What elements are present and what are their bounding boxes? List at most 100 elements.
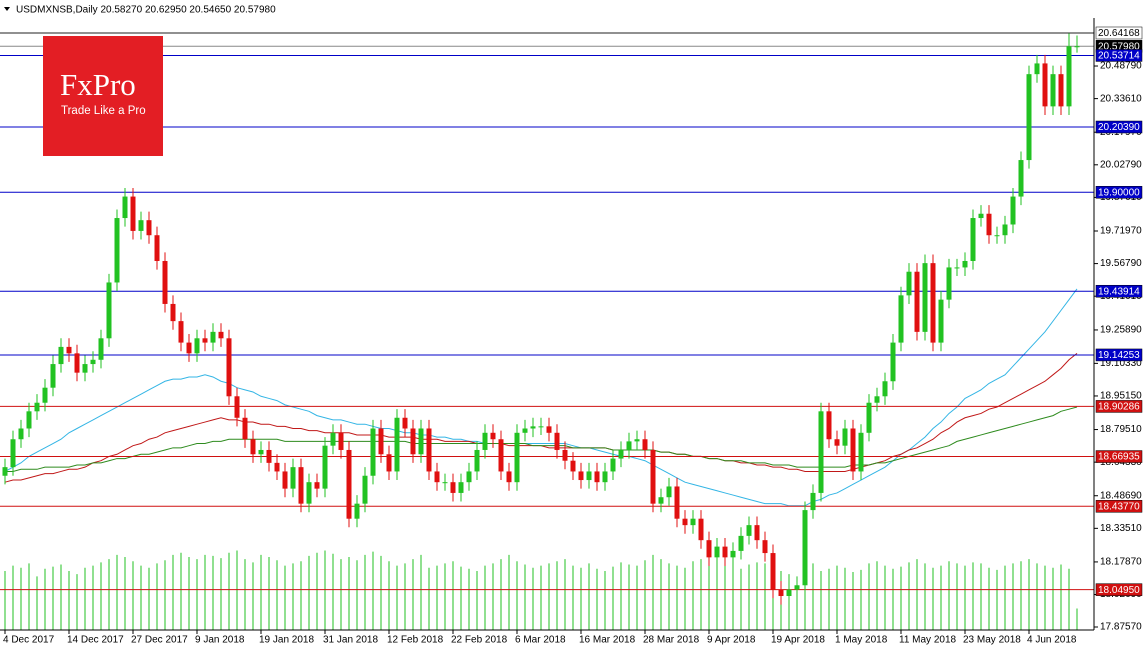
candle-body [450,482,456,493]
candle-body [258,449,264,455]
candle-body [850,428,856,472]
x-tick-label: 6 Mar 2018 [515,635,566,646]
candle-body [1002,224,1008,236]
candle-body [634,439,640,442]
candle-body [402,417,408,429]
candle-body [458,482,464,493]
candle-body [538,426,544,428]
moving-average [5,406,1078,472]
candle-body [82,364,88,373]
candle-body [530,426,536,429]
candle-body [674,486,680,519]
candle-body [698,518,704,541]
candle-body [2,467,8,476]
candle-body [922,263,928,332]
candle-body [730,550,736,558]
candle-body [802,510,808,586]
candle-body [42,387,48,403]
candle-body [194,338,200,354]
candle-body [1026,74,1032,161]
candle-body [266,449,272,463]
candle-body [50,364,56,388]
x-tick-label: 12 Feb 2018 [387,635,444,646]
candle-body [658,497,664,504]
candle-body [234,396,240,418]
candle-body [354,503,360,519]
candle-body [322,445,328,489]
candle-body [394,417,400,472]
candle-body [794,585,800,590]
x-tick-label: 4 Jun 2018 [1027,635,1077,646]
candle-body [386,454,392,472]
candle-body [250,439,256,455]
candle-body [170,303,176,322]
chart-title: USDMXNSB,Daily 20.58270 20.62950 20.5465… [16,5,276,16]
y-tick-label: 20.33610 [1100,93,1142,104]
candle-body [186,342,192,354]
y-tick-label: 17.87570 [1100,622,1142,633]
menu-arrow[interactable] [4,7,10,11]
level-label: 19.43914 [1098,286,1140,297]
level-label-box [1095,450,1143,463]
candle-body [866,402,872,433]
level-label-box [1095,284,1143,298]
candle-body [586,471,592,481]
candle-body [18,428,24,440]
x-tick-label: 23 May 2018 [963,635,1021,646]
x-tick-label: 27 Dec 2017 [131,635,188,646]
candle-body [338,432,344,450]
candle-body [610,458,616,472]
candle-body [122,196,128,219]
candle-body [818,411,824,493]
candle-body [762,540,768,554]
candle-body [10,439,16,468]
candle-body [842,428,848,446]
y-tick-label: 18.95150 [1100,391,1142,402]
y-tick-label: 19.71970 [1100,226,1142,237]
candle-body [1066,46,1072,107]
candle-body [722,546,728,558]
candle-body [34,402,40,412]
candle-body [106,282,112,339]
candle-body [26,411,32,429]
y-tick-label: 18.33510 [1100,523,1142,534]
candle-body [514,432,520,483]
candle-body [882,381,888,397]
candle-body [1042,63,1048,107]
candle-body [146,220,152,236]
level-label-box [1095,500,1143,513]
level-label: 18.90286 [1098,402,1140,413]
x-tick-label: 19 Apr 2018 [771,635,825,646]
candle-body [986,213,992,236]
candle-body [786,589,792,597]
candle-body [434,471,440,483]
candle-body [1058,74,1064,107]
level-label: 18.04950 [1098,585,1140,596]
level-label: 18.43770 [1098,501,1140,512]
candle-body [754,525,760,541]
candle-body [618,449,624,459]
candle-body [474,449,480,472]
x-tick-label: 16 Mar 2018 [579,635,636,646]
x-tick-label: 22 Feb 2018 [451,635,508,646]
y-tick-label: 19.10330 [1100,358,1142,369]
candle-body [874,396,880,403]
candle-body [546,426,552,433]
level-label-box [1095,186,1143,199]
candle-body [378,428,384,455]
candle-body [418,428,424,455]
candle-body [482,432,488,450]
candle-body [714,546,720,558]
level-label-box [1095,49,1143,62]
candle-body [314,482,320,489]
candle-body [602,471,608,483]
candle-body [218,331,224,339]
x-tick-label: 31 Jan 2018 [323,635,378,646]
candle-body [690,518,696,526]
candle-body [890,342,896,382]
logo-brand: FxPro [60,67,136,102]
candle-body [154,235,160,261]
level-label: 20.20390 [1098,122,1140,133]
